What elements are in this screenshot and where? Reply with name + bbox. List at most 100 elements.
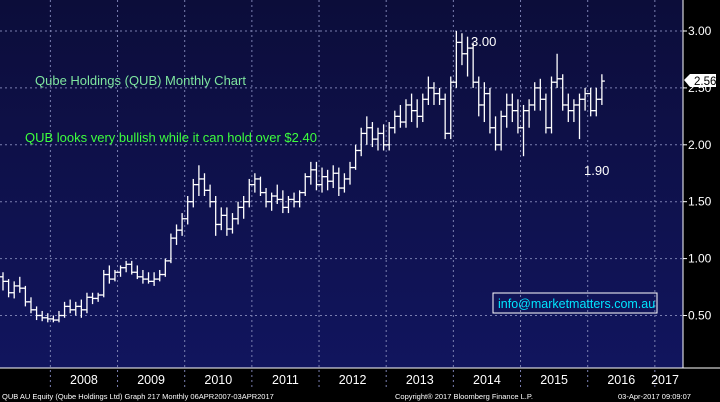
x-tick-label: 2015 <box>540 373 568 387</box>
x-tick-label: 2013 <box>406 373 434 387</box>
x-axis-panel <box>0 368 720 390</box>
ohlc-bar <box>526 99 533 128</box>
y-axis-panel <box>683 0 720 368</box>
x-tick-label: 2012 <box>339 373 367 387</box>
ohlc-bar <box>61 301 68 318</box>
x-tick-label: 2017 <box>651 373 679 387</box>
ohlc-bar <box>509 93 516 123</box>
ohlc-bar <box>251 173 258 193</box>
ohlc-bar <box>436 87 443 105</box>
ohlc-bar <box>380 124 387 151</box>
ohlc-bar <box>492 116 499 151</box>
ohlc-bar <box>285 196 292 214</box>
ohlc-bar <box>184 196 191 225</box>
ohlc-bar <box>582 87 589 111</box>
ohlc-bar <box>453 31 460 88</box>
high-annotation: 3.00 <box>471 34 496 49</box>
ohlc-bar <box>156 269 163 282</box>
x-tick-label: 2009 <box>137 373 165 387</box>
ohlc-bar <box>548 76 555 134</box>
ohlc-bar <box>279 190 286 214</box>
ohlc-bar <box>240 196 247 219</box>
ohlc-bar <box>67 299 74 314</box>
ohlc-bar <box>542 93 549 134</box>
ohlc-bar <box>307 161 314 185</box>
y-tick-label: 3.00 <box>688 24 712 38</box>
ohlc-bar <box>22 285 29 307</box>
x-tick-label: 2011 <box>272 373 299 387</box>
ohlc-bar <box>375 127 381 151</box>
ohlc-bar <box>235 201 242 225</box>
ohlc-bar <box>5 279 12 298</box>
ohlc-bar <box>162 258 169 277</box>
ohlc-bar <box>123 260 130 273</box>
ohlc-bar <box>190 178 197 208</box>
ohlc-bar <box>257 176 264 197</box>
x-tick-label: 2016 <box>607 373 635 387</box>
ohlc-bar <box>598 74 605 105</box>
y-tick-label: 2.00 <box>688 138 712 152</box>
ohlc-bar <box>100 269 107 298</box>
ohlc-bar <box>391 110 398 134</box>
ohlc-bar <box>386 122 393 151</box>
ohlc-bar <box>128 260 135 275</box>
ohlc-bar <box>324 169 331 191</box>
chart-title: Qube Holdings (QUB) Monthly Chart <box>35 73 246 88</box>
last-price-marker: 2.56 <box>684 74 716 88</box>
ohlc-bar <box>470 42 477 88</box>
ohlc-bar <box>296 190 303 208</box>
footer-right: 03-Apr-2017 09:09:07 <box>618 392 691 401</box>
ohlc-bar <box>447 76 454 140</box>
x-tick-label: 2014 <box>473 373 501 387</box>
ohlc-bar <box>95 292 102 302</box>
ohlc-bar <box>16 276 23 293</box>
ohlc-bar <box>89 292 96 305</box>
ohlc-bar <box>111 269 118 282</box>
ohlc-bar <box>531 82 538 111</box>
ohlc-bar <box>72 301 79 316</box>
ohlc-bar <box>514 99 521 134</box>
ohlc-bar <box>11 281 18 299</box>
footer-center: Copyright® 2017 Bloomberg Finance L.P. <box>395 392 533 401</box>
ohlc-bar <box>246 178 253 208</box>
ohlc-bar <box>39 310 46 322</box>
ohlc-bar <box>425 76 432 105</box>
website-box <box>492 292 658 314</box>
website-link[interactable]: info@marketmatters.com.au <box>498 297 655 311</box>
ohlc-bar <box>408 93 415 123</box>
ohlc-bar <box>458 33 465 66</box>
x-axis-ticks: 2008 2009 2010 2011 2012 2013 2014 2015 2016 2017 <box>0 367 720 387</box>
last-price-label: 2.56 <box>694 76 716 88</box>
ohlc-bar <box>520 104 527 157</box>
ohlc-bar <box>173 224 180 245</box>
ohlc-bar <box>565 93 572 123</box>
ohlc-bar <box>397 104 404 128</box>
ohlc-bar <box>201 173 208 197</box>
ohlc-bar <box>302 173 309 197</box>
ohlc-bar <box>576 93 583 140</box>
ohlc-bar <box>212 196 219 236</box>
ohlc-bar <box>134 265 141 280</box>
gridlines <box>0 0 683 390</box>
y-tick-label: 1.50 <box>688 195 712 209</box>
ohlc-bar <box>117 265 124 277</box>
ohlc-bar <box>218 207 225 231</box>
ohlc-bar <box>341 173 348 193</box>
ohlc-bar <box>503 93 510 128</box>
ohlc-bar <box>352 144 359 170</box>
footer-left: QUB AU Equity (Qube Holdings Ltd) Graph … <box>2 392 274 401</box>
x-tick-label: 2008 <box>70 373 98 387</box>
ohlc-bar <box>537 78 544 111</box>
ohlc-bar <box>0 272 6 291</box>
ohlc-bar <box>207 184 214 208</box>
ohlc-bar <box>363 116 370 145</box>
ohlc-bar <box>570 99 577 123</box>
ohlc-bar <box>330 165 337 189</box>
ohlc-bar <box>263 188 270 208</box>
ohlc-bar <box>464 36 471 77</box>
ohlc-bar <box>335 167 342 197</box>
ohlc-bar <box>78 299 85 318</box>
ohlc-bar <box>27 297 34 314</box>
ohlc-bar <box>475 76 482 117</box>
